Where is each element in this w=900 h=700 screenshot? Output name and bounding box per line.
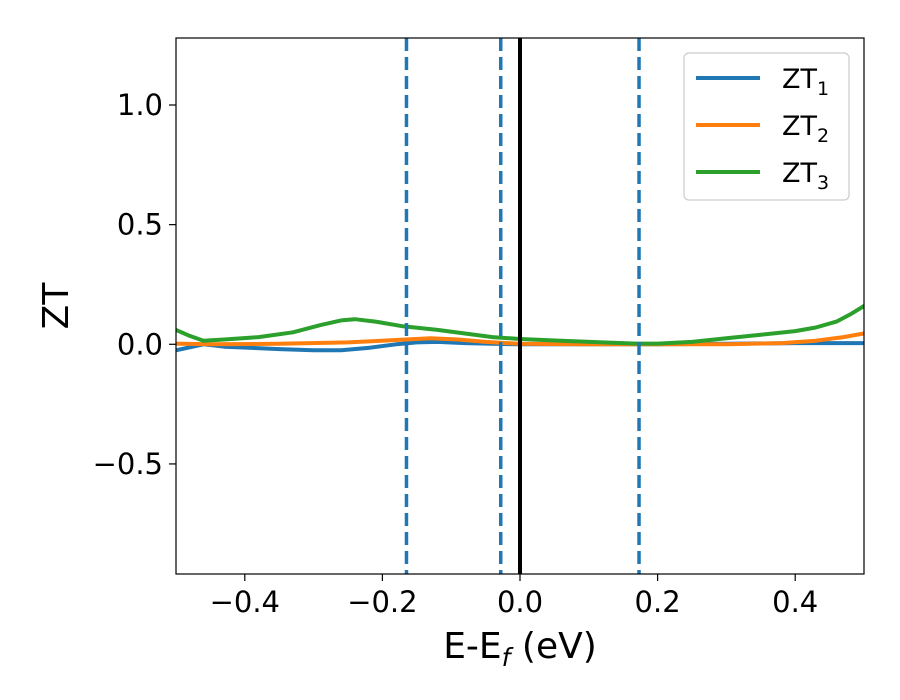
legend-entries: ZT1 ZT2 ZT3 xyxy=(696,64,829,194)
x-axis-label-main: E-E xyxy=(443,626,501,667)
x-axis-label-unit: (eV) xyxy=(510,626,596,667)
axis-ticks: −0.4 −0.2 0.0 0.2 0.4 −0.5 0.0 0.5 1.0 xyxy=(93,88,819,619)
legend-label-zt1: ZT1 xyxy=(782,64,829,100)
x-tick-label: −0.2 xyxy=(347,585,417,619)
x-tick-label: 0.0 xyxy=(497,585,543,619)
x-axis-label: E-Ef (eV) xyxy=(443,626,597,672)
x-tick-label: −0.4 xyxy=(210,585,280,619)
plot-area xyxy=(176,38,864,574)
legend-label-zt2: ZT2 xyxy=(782,111,829,147)
x-tick-label: 0.2 xyxy=(635,585,681,619)
legend-box xyxy=(683,52,850,201)
legend: ZT1 ZT2 ZT3 xyxy=(683,52,850,201)
series-line-zt3 xyxy=(176,304,864,346)
y-axis-label: ZT xyxy=(36,282,77,330)
legend-label-zt3: ZT3 xyxy=(782,158,829,194)
series-line-zt2 xyxy=(176,331,864,347)
x-tick-label: 0.4 xyxy=(772,585,818,619)
y-tick-label: 1.0 xyxy=(117,88,163,122)
plot-content xyxy=(176,38,864,574)
y-tick-label: 0.5 xyxy=(117,208,163,242)
y-tick-label: 0.0 xyxy=(117,327,163,361)
y-tick-label: −0.5 xyxy=(93,447,163,481)
